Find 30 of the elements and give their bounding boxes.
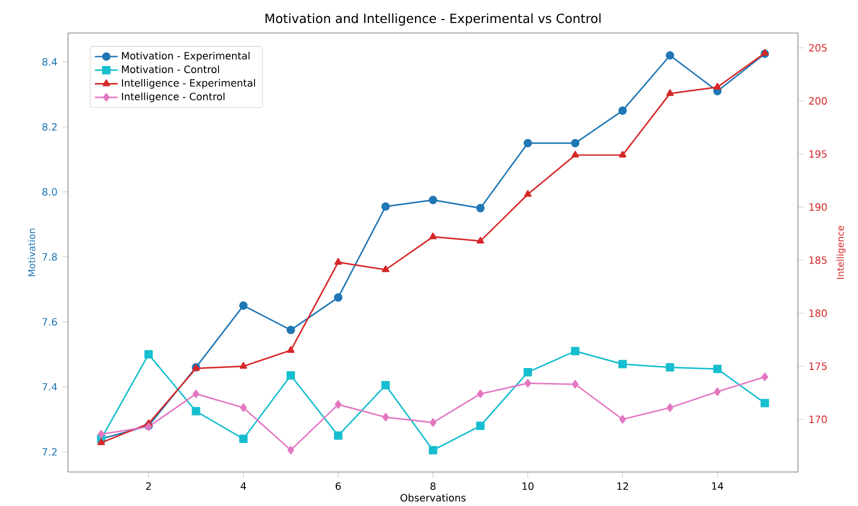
legend-label: Motivation - Experimental xyxy=(122,52,250,62)
y2-tick-label: 170 xyxy=(810,416,827,424)
y2-tick-label: 205 xyxy=(809,44,827,52)
x-tick-label: 8 xyxy=(430,482,436,490)
y-tick-label: 7.2 xyxy=(42,448,57,456)
x-tick-label: 4 xyxy=(240,482,246,490)
y-tick-label: 8.2 xyxy=(42,123,57,131)
y2-tick-label: 185 xyxy=(810,256,827,264)
x-tick-label: 6 xyxy=(336,482,341,490)
legend-label: Motivation - Control xyxy=(122,65,219,74)
y2-tick-label: 190 xyxy=(810,203,827,211)
y2-tick-label: 175 xyxy=(810,362,827,370)
y-axis-title: Motivation xyxy=(28,228,36,276)
chart-title: Motivation and Intelligence - Experimental vs Control xyxy=(266,13,601,26)
y2-tick-label: 195 xyxy=(810,150,827,158)
x-axis-title: Observations xyxy=(400,494,466,502)
y2-tick-label: 200 xyxy=(809,97,827,105)
y2-axis-title: Intelligence xyxy=(836,226,846,279)
y-tick-label: 7.4 xyxy=(42,383,58,391)
x-tick-label: 14 xyxy=(712,482,724,490)
y-tick-label: 8.0 xyxy=(42,188,57,196)
x-tick-label: 10 xyxy=(522,482,534,490)
y-tick-label: 7.8 xyxy=(42,253,57,261)
legend-label: Intelligence - Control xyxy=(122,92,224,102)
y-tick-label: 8.4 xyxy=(42,58,58,66)
x-tick-label: 12 xyxy=(617,482,628,490)
y2-tick-label: 180 xyxy=(810,309,827,318)
x-tick-label: 2 xyxy=(146,482,151,490)
legend-label: Intelligence - Experimental xyxy=(122,78,255,89)
y-tick-label: 7.6 xyxy=(42,318,57,326)
